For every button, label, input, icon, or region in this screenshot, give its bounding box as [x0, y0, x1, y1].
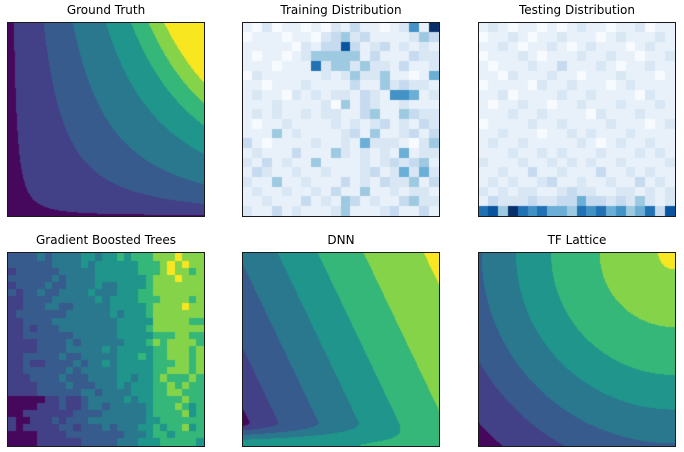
panel-gradient-boosted-trees: Gradient Boosted Trees: [7, 233, 205, 447]
panel-tf-lattice: TF Lattice: [478, 233, 676, 447]
panel-title-training-distribution: Training Distribution: [280, 3, 402, 17]
panel-ground-truth: Ground Truth: [7, 3, 205, 217]
gradient-boosted-trees-canvas: [7, 252, 205, 447]
ground-truth-canvas: [7, 22, 205, 217]
panel-dnn: DNN: [242, 233, 440, 447]
panel-title-ground-truth: Ground Truth: [66, 3, 146, 17]
panel-title-testing-distribution: Testing Distribution: [518, 3, 635, 17]
testing-distribution-canvas: [478, 22, 676, 217]
panel-title-dnn: DNN: [327, 233, 355, 247]
panel-title-gradient-boosted-trees: Gradient Boosted Trees: [36, 233, 176, 247]
panel-training-distribution: Training Distribution: [242, 3, 440, 217]
panel-testing-distribution: Testing Distribution: [478, 3, 676, 217]
training-distribution-canvas: [242, 22, 440, 217]
tf-lattice-canvas: [478, 252, 676, 447]
panel-title-tf-lattice: TF Lattice: [547, 233, 607, 247]
dnn-canvas: [242, 252, 440, 447]
